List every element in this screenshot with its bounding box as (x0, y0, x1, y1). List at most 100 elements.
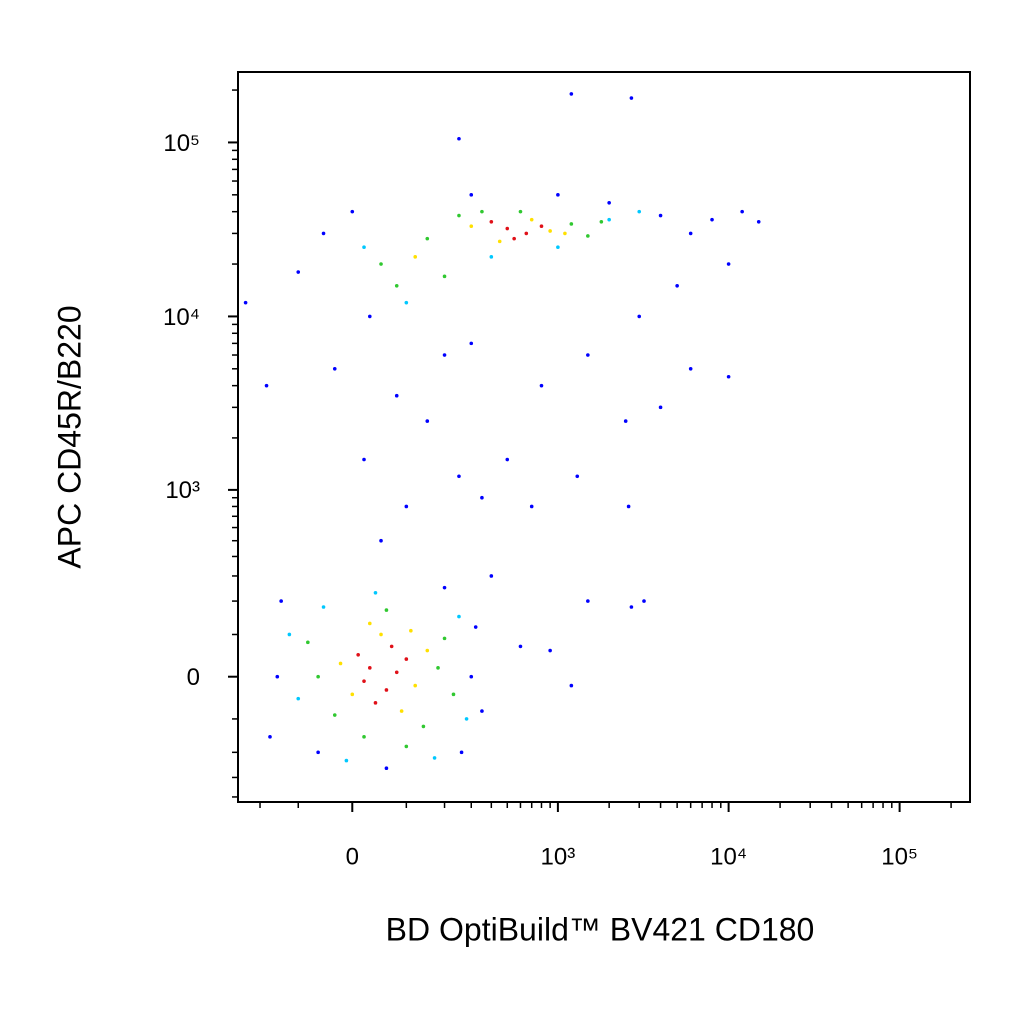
y-tick-label: 10⁵ (163, 130, 200, 157)
event-dot (413, 683, 418, 688)
y-tick-label: 10³ (165, 477, 200, 504)
event-dot (384, 766, 389, 771)
event-dot (497, 239, 502, 244)
event-dot (344, 758, 349, 763)
event-dot (505, 226, 510, 231)
event-dot (279, 599, 283, 603)
event-dot (457, 474, 461, 479)
event-dot (658, 405, 663, 410)
event-dot (688, 231, 693, 236)
event-dot (350, 692, 355, 697)
event-dot (569, 92, 574, 96)
event-dot (321, 605, 326, 609)
event-dot (459, 750, 464, 755)
event-dot (425, 236, 430, 241)
event-dot (623, 419, 628, 423)
event-dot (379, 632, 383, 637)
event-dot (421, 724, 426, 729)
event-dot (356, 652, 360, 657)
x-tick-label: 10⁴ (710, 843, 747, 870)
event-dot (442, 274, 447, 279)
event-dot (740, 209, 744, 214)
event-dot (457, 136, 461, 141)
event-dot (575, 474, 580, 479)
event-dot (316, 674, 320, 679)
event-dot (518, 644, 523, 649)
event-dot (457, 213, 461, 218)
event-dot (629, 605, 634, 609)
event-dot (296, 270, 301, 274)
plot-frame (237, 71, 971, 803)
event-dot (480, 709, 484, 713)
y-tick-label: 0 (187, 664, 200, 691)
event-dot (332, 366, 337, 371)
event-dot (399, 709, 404, 713)
event-dot (529, 217, 534, 222)
event-dot (505, 457, 510, 462)
event-dot (489, 574, 494, 578)
event-dot (404, 657, 409, 661)
event-dot (556, 245, 560, 249)
event-dot (425, 648, 430, 653)
event-dot (637, 209, 642, 214)
event-dot (548, 229, 552, 233)
event-dot (275, 674, 280, 679)
event-dot (675, 283, 679, 288)
event-dot (563, 231, 567, 236)
event-dot (404, 504, 409, 509)
event-dot (268, 735, 272, 739)
event-dot (756, 219, 761, 224)
event-dot (629, 96, 634, 100)
event-dot (457, 614, 461, 619)
event-dot (442, 585, 447, 590)
event-dot (626, 504, 631, 509)
event-dot (362, 679, 366, 683)
event-dot (425, 419, 430, 423)
event-dot (469, 674, 474, 679)
event-dot (539, 383, 544, 388)
event-dot (368, 621, 372, 626)
event-dot (243, 300, 248, 305)
event-dot (529, 504, 534, 509)
event-dot (710, 217, 714, 222)
event-dot (586, 234, 590, 238)
event-dot (306, 640, 310, 645)
event-dot (296, 696, 301, 701)
event-dot (451, 692, 456, 697)
x-tick-label: 10³ (541, 843, 576, 870)
event-dot (489, 255, 494, 259)
event-dot (469, 193, 474, 197)
event-dot (436, 666, 440, 670)
x-axis-title: BD OptiBuild™ BV421 CD180 (386, 911, 815, 947)
event-dot (489, 219, 494, 224)
event-dot (442, 636, 447, 641)
event-dot (586, 353, 590, 357)
event-dot (548, 648, 552, 653)
event-dot (432, 756, 437, 760)
event-dot (389, 644, 394, 649)
event-dot (480, 495, 484, 500)
event-dot (442, 353, 447, 357)
event-dot (379, 538, 383, 543)
event-dot (539, 224, 544, 229)
event-dot (321, 231, 326, 236)
event-dot (569, 683, 574, 688)
event-dot (469, 224, 474, 229)
event-dot (556, 193, 560, 197)
event-dot (287, 632, 292, 637)
event-dot (394, 670, 399, 675)
event-dot (368, 314, 372, 319)
event-dot (338, 661, 343, 666)
event-dot (658, 213, 663, 218)
event-dot (404, 300, 409, 305)
event-dot (350, 209, 355, 214)
event-dot (607, 217, 611, 222)
event-dot (362, 245, 366, 249)
event-dot (384, 608, 389, 612)
x-tick-label: 10⁵ (881, 843, 918, 870)
event-dot (394, 283, 399, 288)
event-dot (362, 735, 366, 739)
event-dot (726, 262, 731, 266)
event-dot (524, 231, 529, 236)
event-dot (394, 393, 399, 398)
